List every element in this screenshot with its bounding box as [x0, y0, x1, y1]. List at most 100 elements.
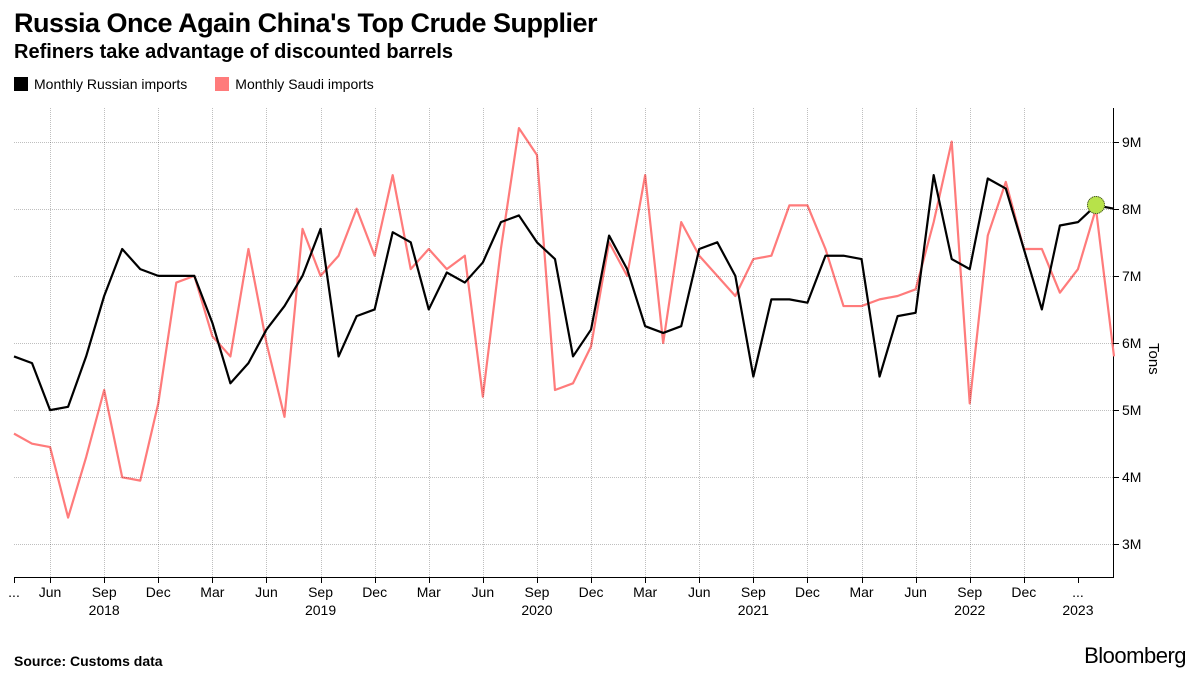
gridline-v — [50, 108, 51, 577]
gridline-v — [429, 108, 430, 577]
y-tick — [1113, 410, 1119, 411]
gridline-h — [14, 410, 1113, 411]
x-tick — [862, 577, 863, 583]
series-line-saudi — [14, 128, 1114, 517]
x-tick-label: Sep — [92, 584, 117, 600]
gridline-v — [104, 108, 105, 577]
x-tick — [158, 577, 159, 583]
x-axis-labels: ... Jun Sep Dec Mar Jun Sep Dec Mar Jun Sep Dec Mar J… — [14, 584, 1114, 624]
y-tick-label: 4M — [1122, 469, 1141, 485]
series-line-russia — [14, 175, 1114, 410]
legend-label-saudi: Monthly Saudi imports — [235, 76, 374, 92]
x-year-label: 2018 — [89, 602, 120, 618]
x-tick — [104, 577, 105, 583]
y-tick-label: 8M — [1122, 201, 1141, 217]
x-tick — [699, 577, 700, 583]
gridline-v — [158, 108, 159, 577]
x-tick-label: Dec — [1011, 584, 1036, 600]
x-tick-label: Sep — [524, 584, 549, 600]
gridline-v — [321, 108, 322, 577]
y-tick-label: 7M — [1122, 268, 1141, 284]
y-tick-label: 3M — [1122, 536, 1141, 552]
gridline-h — [14, 544, 1113, 545]
legend: Monthly Russian imports Monthly Saudi im… — [0, 66, 1200, 96]
y-tick — [1113, 343, 1119, 344]
x-tick-label: Mar — [200, 584, 224, 600]
gridline-v — [375, 108, 376, 577]
x-tick-label: Jun — [904, 584, 927, 600]
x-tick — [212, 577, 213, 583]
gridline-v — [807, 108, 808, 577]
y-tick — [1113, 477, 1119, 478]
y-tick-label: 6M — [1122, 335, 1141, 351]
gridline-v — [970, 108, 971, 577]
gridline-v — [916, 108, 917, 577]
x-year-label: 2019 — [305, 602, 336, 618]
chart-header: Russia Once Again China's Top Crude Supp… — [0, 0, 1200, 66]
gridline-v — [212, 108, 213, 577]
gridline-v — [645, 108, 646, 577]
x-tick — [537, 577, 538, 583]
source-text: Source: Customs data — [14, 653, 163, 669]
legend-swatch-saudi — [215, 77, 229, 91]
legend-swatch-russia — [14, 77, 28, 91]
x-tick-label: Dec — [362, 584, 387, 600]
y-tick — [1113, 276, 1119, 277]
x-tick — [970, 577, 971, 583]
x-tick — [591, 577, 592, 583]
gridline-v — [753, 108, 754, 577]
x-tick — [807, 577, 808, 583]
gridline-h — [14, 142, 1113, 143]
x-year-label: 2023 — [1062, 602, 1093, 618]
x-tick-label: Sep — [957, 584, 982, 600]
x-tick — [1024, 577, 1025, 583]
gridline-v — [1024, 108, 1025, 577]
gridline-v — [699, 108, 700, 577]
gridline-v — [266, 108, 267, 577]
gridline-h — [14, 209, 1113, 210]
x-tick-label: Jun — [255, 584, 278, 600]
chart-footer: Source: Customs data Bloomberg — [14, 643, 1186, 669]
x-tick-label: Dec — [579, 584, 604, 600]
gridline-h — [14, 343, 1113, 344]
x-year-label: 2021 — [738, 602, 769, 618]
legend-label-russia: Monthly Russian imports — [34, 76, 187, 92]
y-tick-label: 9M — [1122, 134, 1141, 150]
plot-area — [14, 108, 1114, 578]
x-tick-label: Jun — [472, 584, 495, 600]
x-tick — [50, 577, 51, 583]
x-tick-label: ... — [1072, 584, 1084, 600]
x-tick-label: Sep — [741, 584, 766, 600]
x-tick-label: ... — [8, 584, 20, 600]
gridline-v — [483, 108, 484, 577]
x-tick — [645, 577, 646, 583]
x-tick-label: Dec — [146, 584, 171, 600]
x-tick-label: Mar — [417, 584, 441, 600]
y-tick — [1113, 142, 1119, 143]
x-tick — [1078, 577, 1079, 583]
brand-text: Bloomberg — [1084, 643, 1186, 669]
gridline-v — [591, 108, 592, 577]
y-axis-title: Tons — [1145, 343, 1162, 375]
x-tick-label: Mar — [849, 584, 873, 600]
x-tick-label: Jun — [688, 584, 711, 600]
x-tick — [753, 577, 754, 583]
x-tick — [321, 577, 322, 583]
x-tick — [14, 577, 15, 583]
highlight-marker — [1087, 196, 1105, 214]
x-year-label: 2022 — [954, 602, 985, 618]
x-year-label: 2020 — [521, 602, 552, 618]
chart-subtitle: Refiners take advantage of discounted ba… — [14, 41, 1186, 64]
x-tick — [429, 577, 430, 583]
x-tick-label: Mar — [633, 584, 657, 600]
x-tick — [483, 577, 484, 583]
gridline-v — [537, 108, 538, 577]
x-tick — [266, 577, 267, 583]
y-tick — [1113, 544, 1119, 545]
y-tick-label: 5M — [1122, 402, 1141, 418]
gridline-h — [14, 477, 1113, 478]
gridline-h — [14, 276, 1113, 277]
x-tick — [375, 577, 376, 583]
chart-title: Russia Once Again China's Top Crude Supp… — [14, 8, 1186, 39]
x-tick — [916, 577, 917, 583]
